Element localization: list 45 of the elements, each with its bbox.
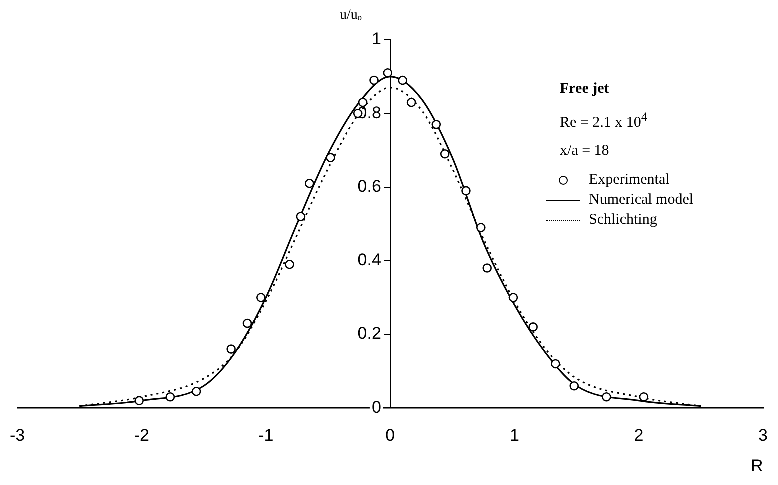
y-tick-label: 1 [372, 30, 382, 49]
x-tick-label: -3 [10, 426, 26, 446]
point [370, 76, 379, 86]
x-tick-label: 0 [386, 426, 396, 446]
point [482, 264, 492, 273]
x-tick-label: 3 [758, 426, 768, 446]
point [602, 392, 612, 402]
x-tick-label: 1 [510, 426, 520, 446]
x-axis-title: R [750, 456, 764, 476]
point [383, 68, 393, 78]
point [570, 381, 580, 391]
point [134, 396, 144, 406]
point [304, 178, 314, 188]
annotation: Free jet [560, 80, 610, 99]
point [528, 322, 538, 332]
y-tick-label: 0.4 [358, 250, 382, 270]
point [462, 186, 471, 196]
x-tick-label: -1 [258, 426, 274, 446]
point [432, 120, 442, 130]
y-tick-label: 0.2 [358, 324, 382, 344]
point [285, 260, 294, 270]
point [639, 392, 649, 402]
point [398, 76, 408, 86]
annotation: Re = 2.1 x 10$^{4}$ [560, 109, 648, 133]
x-tick-label: -2 [134, 426, 150, 446]
point [406, 98, 416, 108]
point [508, 293, 518, 302]
point [166, 392, 176, 402]
annotation: x/a = 18 [560, 142, 610, 161]
point [551, 359, 560, 369]
point [226, 344, 236, 354]
legend-label: Schlichting [589, 211, 658, 230]
point [440, 149, 450, 159]
point [192, 386, 202, 396]
point [296, 212, 306, 222]
y-tick-label: 0.6 [358, 176, 382, 196]
x-tick-label: 2 [634, 426, 644, 446]
point [326, 153, 336, 162]
y-axis-title: u/uₒ [340, 8, 362, 24]
point [256, 293, 266, 302]
y-tick-label: 0 [372, 398, 382, 417]
legend-label: Numerical model [589, 191, 694, 210]
point [242, 318, 252, 328]
point [476, 223, 486, 232]
legend-label: Experimental [589, 171, 670, 190]
